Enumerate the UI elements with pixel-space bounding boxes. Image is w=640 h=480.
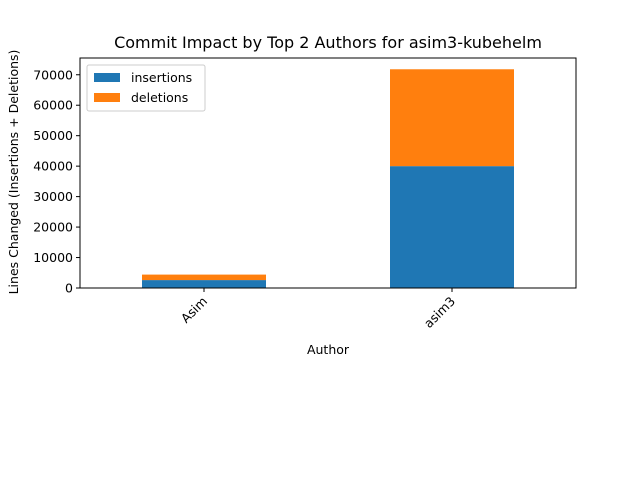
legend-swatch-insertions bbox=[94, 73, 120, 82]
bars-layer bbox=[142, 69, 514, 288]
legend-swatch-deletions bbox=[94, 93, 120, 102]
y-axis: 0 10000 20000 30000 40000 50000 60000 70000 bbox=[33, 67, 80, 296]
y-tick-label: 60000 bbox=[33, 98, 73, 113]
legend-label-insertions: insertions bbox=[131, 70, 192, 85]
y-tick-label: 40000 bbox=[33, 159, 73, 174]
x-tick-label: Asim bbox=[178, 294, 210, 326]
legend-label-deletions: deletions bbox=[131, 90, 188, 105]
y-tick-label: 70000 bbox=[33, 67, 73, 82]
legend: insertions deletions bbox=[86, 64, 206, 112]
y-axis-label: Lines Changed (Insertions + Deletions) bbox=[6, 50, 21, 295]
y-tick-label: 20000 bbox=[33, 220, 73, 235]
bar-insertions-asim3 bbox=[390, 166, 514, 288]
x-tick-label: asim3 bbox=[421, 294, 458, 331]
plot-frame bbox=[79, 57, 577, 289]
x-axis: Asim asim3 bbox=[178, 288, 458, 331]
y-tick-label: 10000 bbox=[33, 250, 73, 265]
bar-deletions-Asim bbox=[142, 274, 266, 281]
y-tick-label: 0 bbox=[65, 281, 73, 296]
x-axis-label: Author bbox=[307, 342, 350, 357]
y-tick-label: 30000 bbox=[33, 189, 73, 204]
bar-insertions-Asim bbox=[142, 280, 266, 288]
bar-deletions-asim3 bbox=[390, 69, 514, 167]
chart-title: Commit Impact by Top 2 Authors for asim3… bbox=[114, 33, 542, 52]
y-tick-label: 50000 bbox=[33, 128, 73, 143]
